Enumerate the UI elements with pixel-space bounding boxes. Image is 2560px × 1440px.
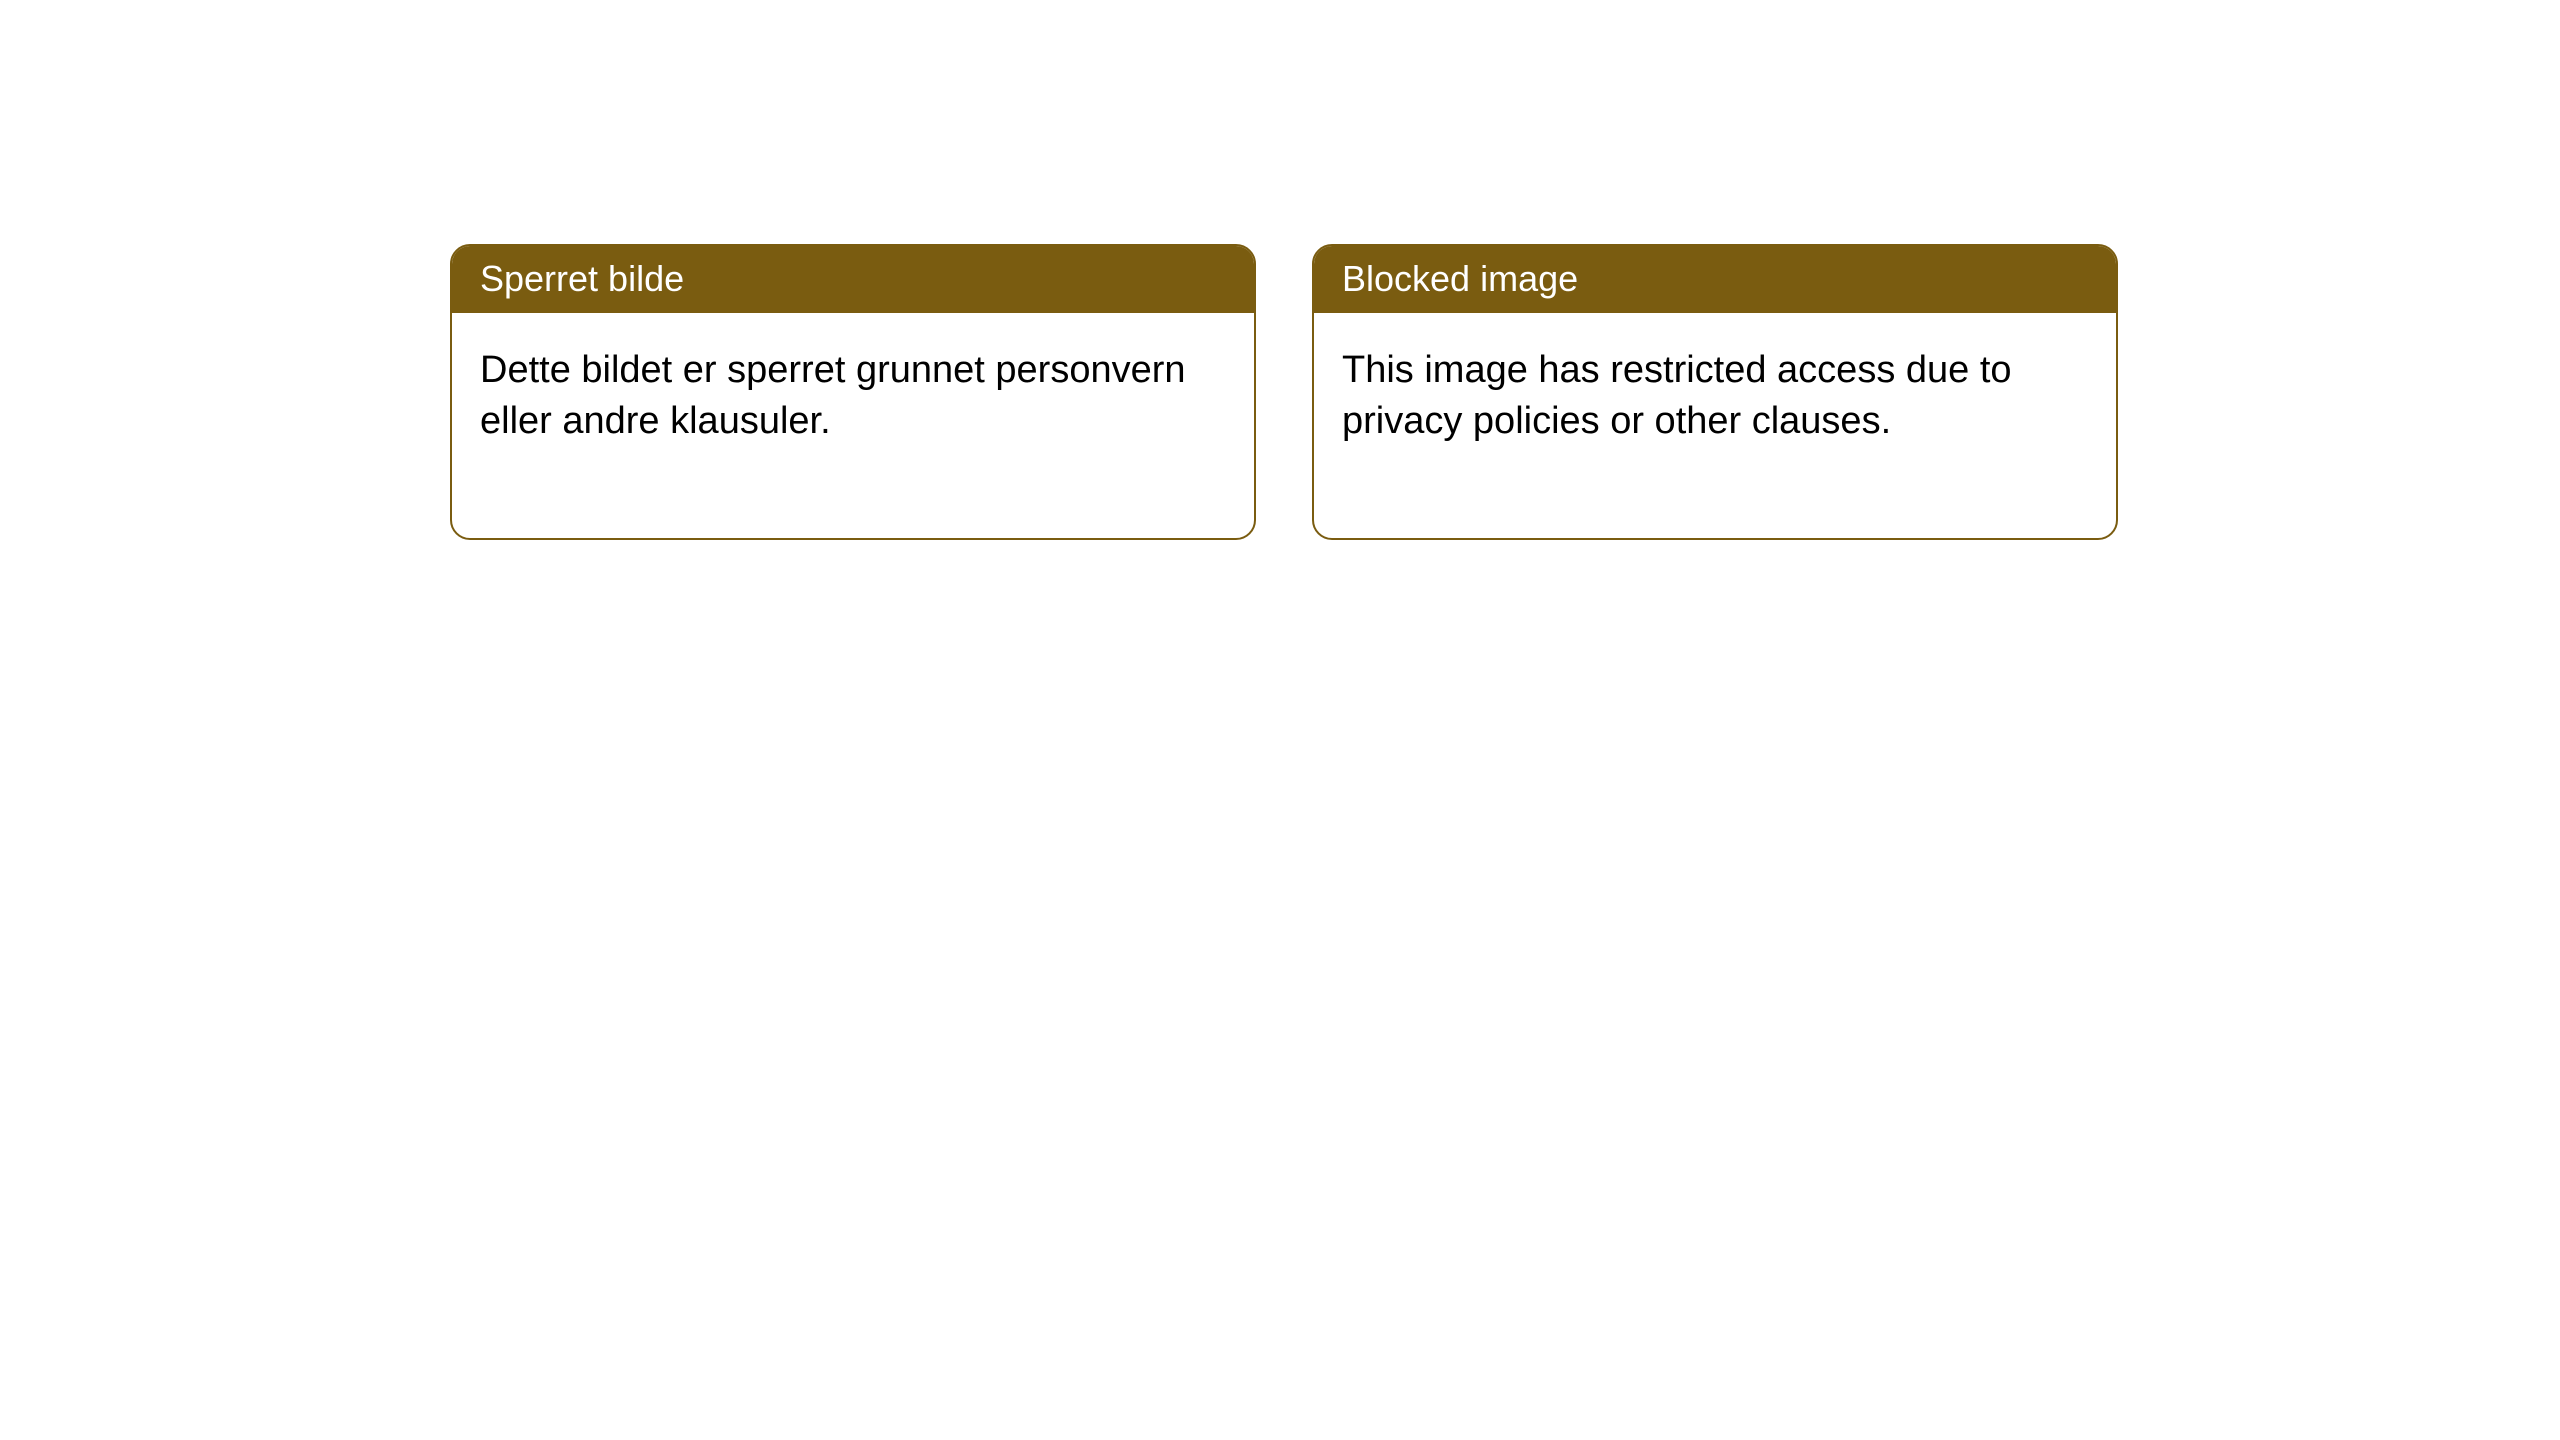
notice-card-english: Blocked image This image has restricted … [1312,244,2118,540]
notice-header: Blocked image [1314,246,2116,313]
notice-card-norwegian: Sperret bilde Dette bildet er sperret gr… [450,244,1256,540]
notice-container: Sperret bilde Dette bildet er sperret gr… [0,0,2560,540]
notice-header: Sperret bilde [452,246,1254,313]
notice-body: Dette bildet er sperret grunnet personve… [452,313,1254,538]
notice-body: This image has restricted access due to … [1314,313,2116,538]
